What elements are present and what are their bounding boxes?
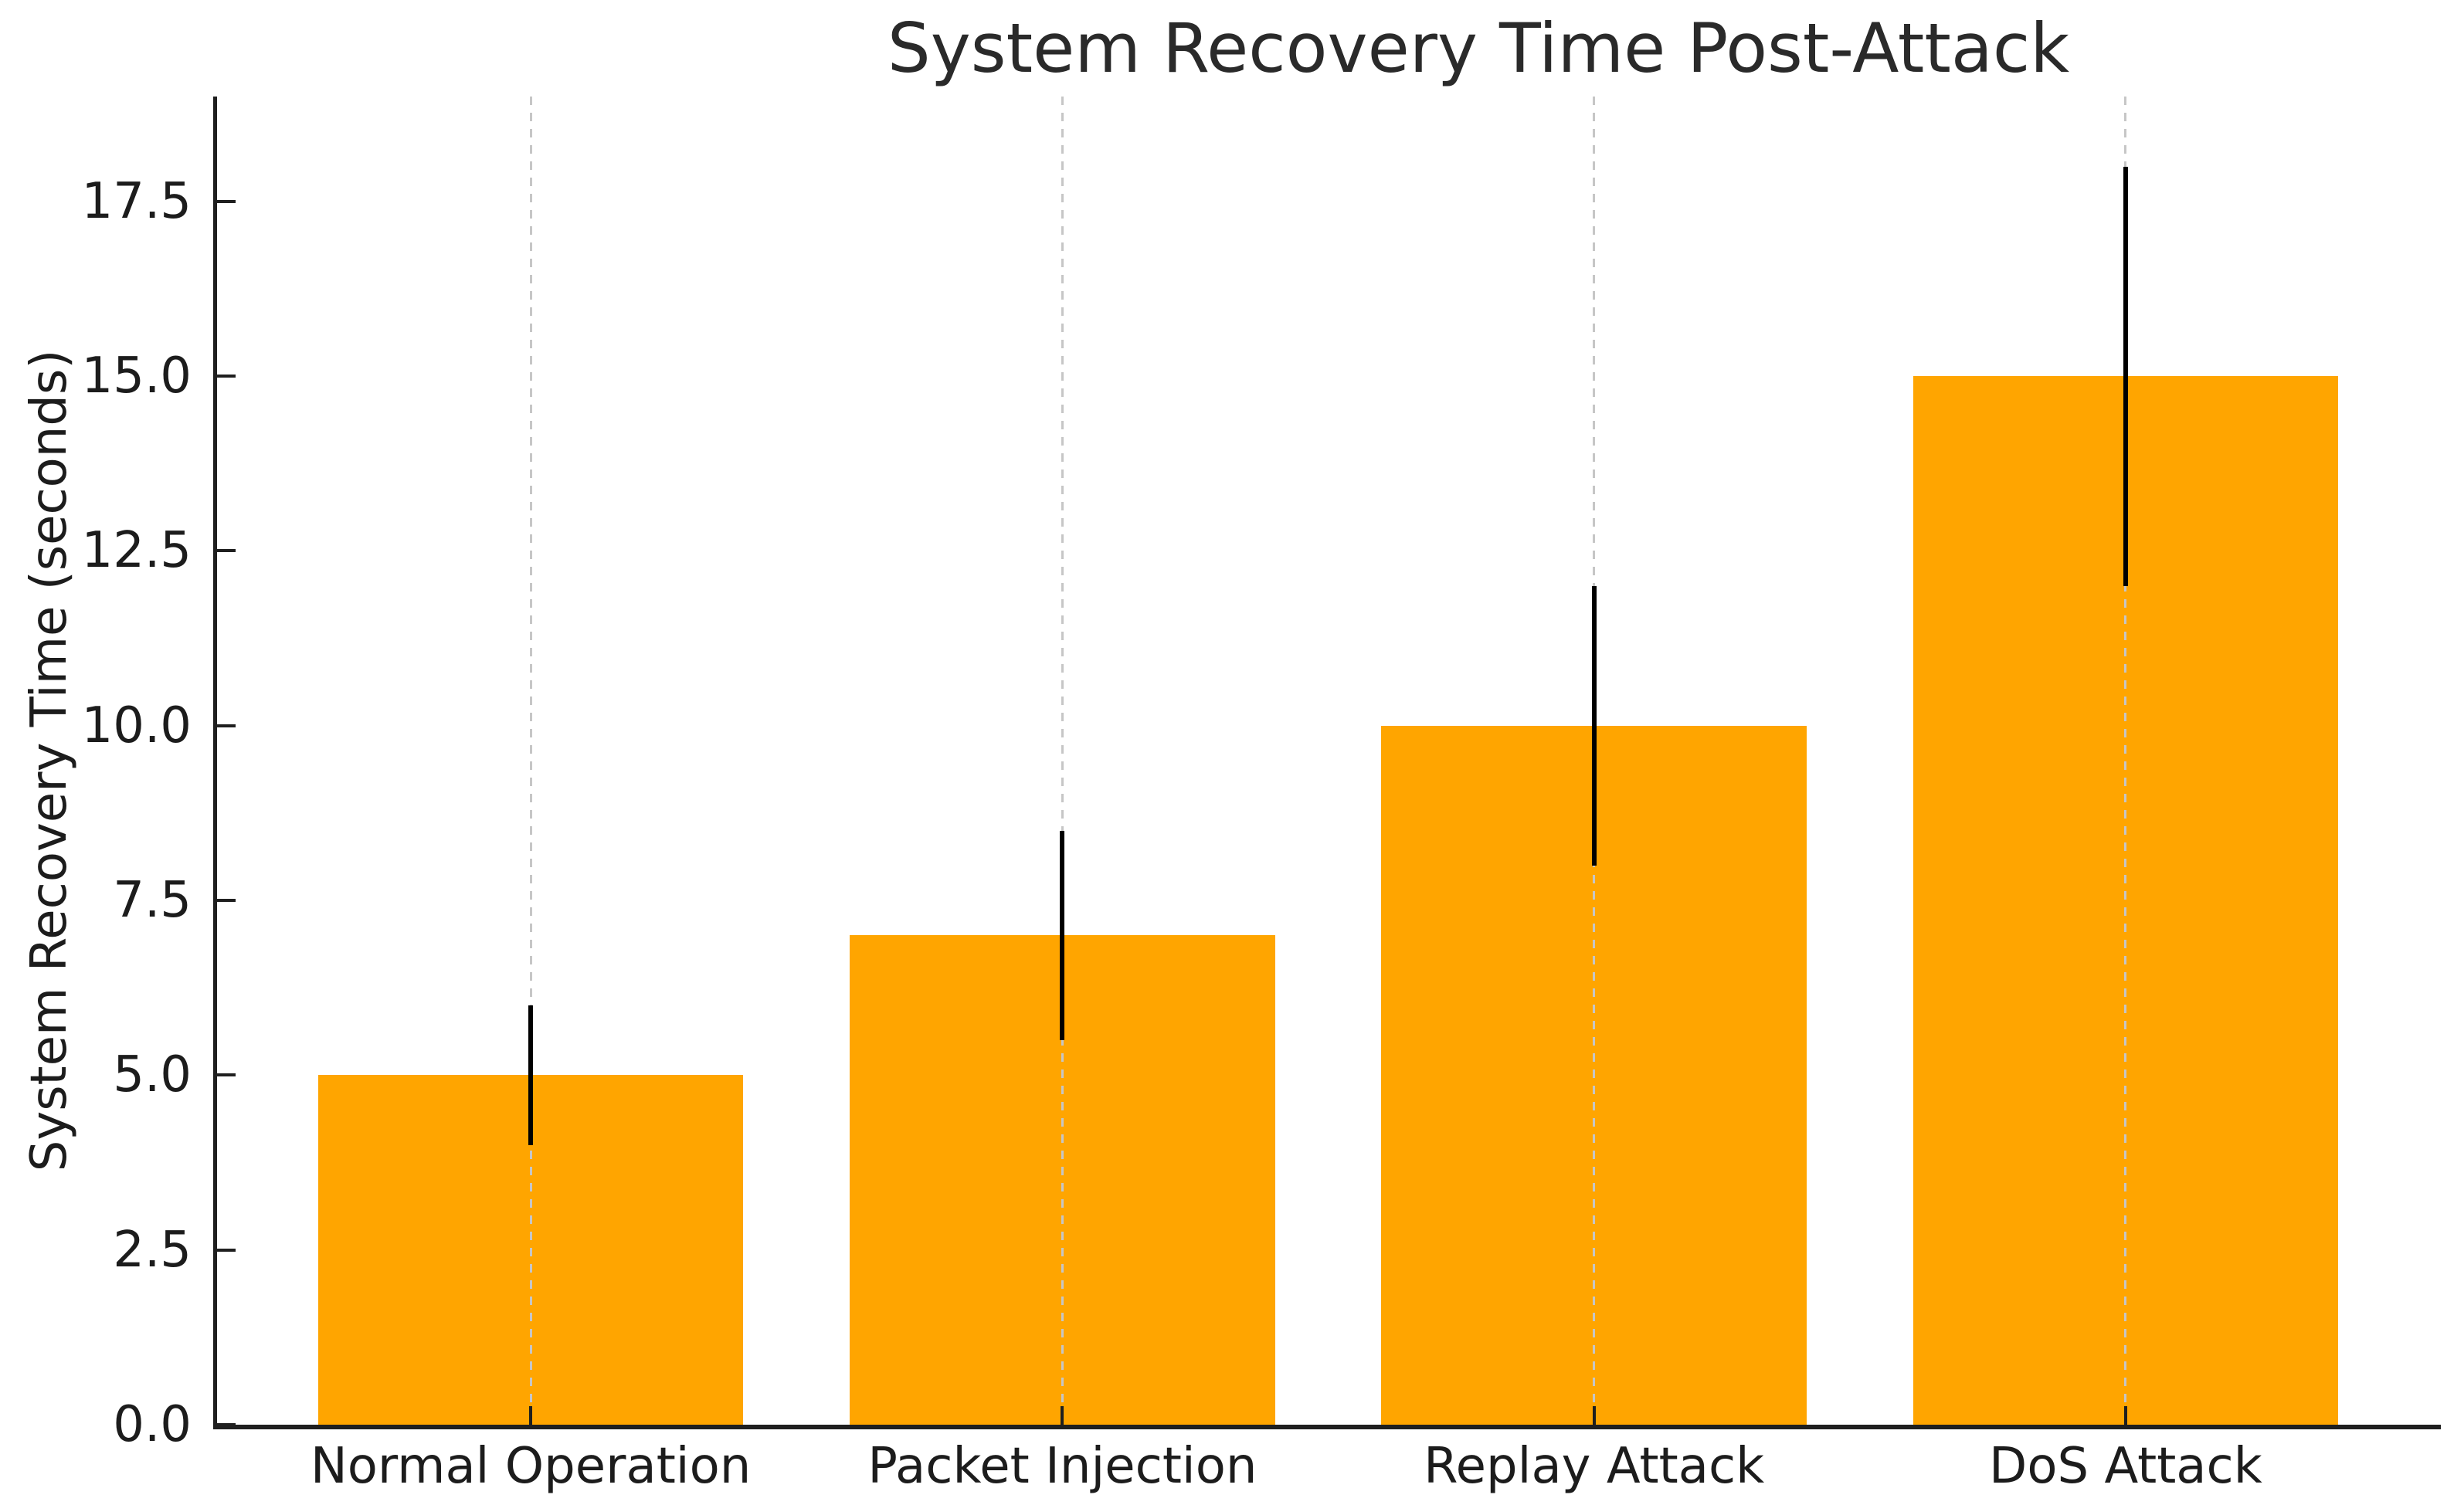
y-tick-label-0-0: 0.0 — [113, 1396, 192, 1453]
y-tick-label-10-0: 10.0 — [81, 697, 192, 754]
gridline-normal-operation — [529, 97, 532, 1425]
y-tick-2-5 — [217, 1248, 236, 1252]
y-axis-spine — [213, 97, 217, 1429]
x-tick-packet-injection — [1061, 1406, 1064, 1425]
error-bar-replay-attack — [1591, 585, 1597, 866]
error-bar-normal-operation — [528, 1005, 534, 1145]
x-tick-label-packet-injection: Packet Injection — [867, 1438, 1257, 1495]
x-tick-label-normal-operation: Normal Operation — [310, 1438, 752, 1495]
gridline-packet-injection — [1061, 97, 1064, 1425]
x-tick-label-dos-attack: DoS Attack — [1989, 1438, 2262, 1495]
y-tick-17-5 — [217, 199, 236, 203]
x-tick-label-replay-attack: Replay Attack — [1424, 1438, 1765, 1495]
error-bar-packet-injection — [1060, 830, 1065, 1041]
y-tick-label-12-5: 12.5 — [81, 522, 192, 580]
y-tick-0-0 — [217, 1423, 236, 1426]
y-tick-label-5-0: 5.0 — [113, 1046, 192, 1104]
x-axis-spine — [213, 1425, 2441, 1429]
error-bar-dos-attack — [2123, 166, 2128, 586]
x-tick-replay-attack — [1592, 1406, 1596, 1425]
plot-area — [217, 97, 2439, 1426]
y-tick-7-5 — [217, 899, 236, 903]
chart-title: System Recovery Time Post-Attack — [887, 8, 2070, 88]
gridline-dos-attack — [2124, 97, 2127, 1425]
x-tick-dos-attack — [2123, 1406, 2127, 1425]
y-tick-15-0 — [217, 375, 236, 378]
y-tick-label-2-5: 2.5 — [113, 1221, 192, 1279]
y-tick-label-15-0: 15.0 — [81, 347, 192, 405]
y-tick-10-0 — [217, 724, 236, 727]
y-tick-5-0 — [217, 1073, 236, 1077]
y-tick-12-5 — [217, 549, 236, 553]
y-tick-label-7-5: 7.5 — [113, 872, 192, 930]
x-tick-normal-operation — [529, 1406, 533, 1425]
y-tick-label-17-5: 17.5 — [81, 172, 192, 230]
